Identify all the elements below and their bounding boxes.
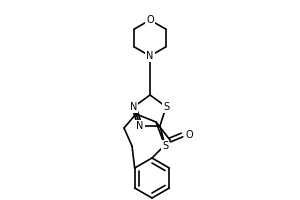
Text: O: O	[185, 130, 193, 140]
Text: O: O	[146, 15, 154, 25]
Text: N: N	[136, 121, 144, 131]
Text: N: N	[146, 51, 154, 61]
Text: S: S	[163, 102, 169, 112]
Text: S: S	[162, 141, 168, 151]
Text: N: N	[130, 102, 137, 112]
